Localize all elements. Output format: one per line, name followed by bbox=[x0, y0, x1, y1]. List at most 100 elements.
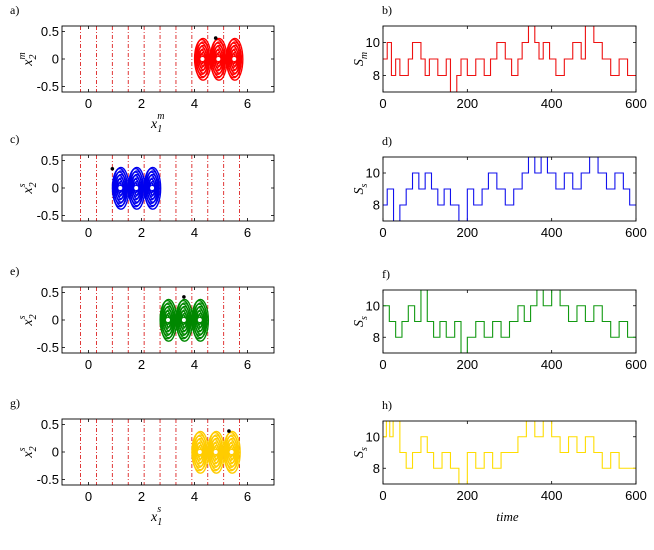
panel-f-xtick-label: 0 bbox=[379, 357, 386, 372]
panel-a-attractor bbox=[209, 37, 228, 81]
panel-g-ytick-label: 0.5 bbox=[41, 417, 59, 432]
panel-h-xtick-label: 200 bbox=[456, 488, 478, 503]
panel-g-letter: g) bbox=[10, 396, 20, 410]
panel-c-xtick-label: 0 bbox=[85, 225, 92, 240]
panel-g-orbit-center bbox=[197, 449, 203, 455]
panel-h-ytick-label: 10 bbox=[366, 429, 380, 444]
panel-e-axes-frame bbox=[61, 286, 275, 354]
panel-c-ylabel: x2s bbox=[17, 182, 39, 194]
panel-c-ytick-label: 0 bbox=[52, 181, 59, 196]
panel-b-xtick-label: 0 bbox=[379, 96, 386, 111]
panel-e-ylabel: x2s bbox=[17, 314, 39, 326]
panel-f-letter: f) bbox=[382, 267, 390, 281]
panel-d-ytick-label: 10 bbox=[366, 166, 380, 181]
panel-d-plot-area bbox=[383, 157, 636, 221]
panel-d-ytick-label: 8 bbox=[373, 198, 380, 213]
panel-d-ylabel-sub: s bbox=[359, 183, 370, 187]
panel-d-ylabel: Ss bbox=[352, 183, 370, 194]
panel-g-orbit-center bbox=[229, 449, 235, 455]
panel-f-ylabel-main: S bbox=[352, 320, 367, 327]
panel-b-ylabel-sub: m bbox=[359, 52, 370, 59]
panel-a-xlabel: x1 m bbox=[150, 111, 164, 135]
panel-h-letter: h) bbox=[382, 398, 392, 412]
panel-g-state-marker bbox=[227, 429, 231, 433]
panel-h-ylabel: Ss bbox=[352, 447, 370, 458]
panel-e-orbit-center bbox=[197, 317, 203, 323]
panel-h-xtick-label: 400 bbox=[541, 488, 563, 503]
panel-c-axes-frame bbox=[61, 154, 275, 222]
panel-b-ytick-label: 8 bbox=[373, 68, 380, 83]
panel-a-xtick-label: 6 bbox=[244, 96, 251, 111]
panel-g-xlabel-sup: s bbox=[157, 504, 161, 515]
panel-g-xtick-label: 2 bbox=[138, 489, 145, 504]
panel-h-plot-area bbox=[383, 421, 636, 484]
panel-a-xtick-label: 0 bbox=[85, 96, 92, 111]
panel-h-xlabel: time bbox=[496, 509, 519, 524]
panel-e-orbit-ring bbox=[191, 298, 210, 342]
panel-e-attractor bbox=[191, 298, 210, 342]
panel-c-ytick-label: 0.5 bbox=[41, 153, 59, 168]
panel-a-plot-area bbox=[80, 26, 244, 92]
panel-a-axes-frame bbox=[61, 25, 275, 93]
panel-c-ylabel-sub: 2 bbox=[28, 182, 39, 187]
panel-g-xlabel-main: x bbox=[150, 510, 158, 525]
panel-d-xtick-label: 0 bbox=[379, 225, 386, 240]
panel-a-attractor bbox=[193, 37, 212, 81]
panel-a-ytick-label: 0.5 bbox=[41, 24, 59, 39]
panel-e-xtick-label: 4 bbox=[191, 357, 198, 372]
panel-d-letter: d) bbox=[382, 134, 392, 148]
panel-b-ylabel-main: S bbox=[352, 59, 367, 66]
panel-a-xlabel-main: x bbox=[150, 117, 158, 132]
panel-e-ytick-label: -0.5 bbox=[37, 340, 59, 355]
panel-c-attractor bbox=[143, 166, 162, 210]
panel-e-orbit-center bbox=[181, 317, 187, 323]
panel-g-attractor bbox=[207, 430, 225, 474]
panel-b-ytick-label: 10 bbox=[366, 35, 380, 50]
panel-a-ylabel-main: x bbox=[21, 59, 36, 67]
panel-f-ytick-label: 8 bbox=[373, 330, 380, 345]
panel-g-plot-area bbox=[80, 419, 241, 485]
panel-g-ylabel: x2s bbox=[17, 446, 39, 458]
panel-a-ylabel-sub: 2 bbox=[28, 55, 39, 60]
panel-e-xtick-label: 0 bbox=[85, 357, 92, 372]
panel-c-orbit-center bbox=[133, 185, 139, 191]
panel-d-xtick-label: 200 bbox=[456, 225, 478, 240]
panel-f-ytick-label: 10 bbox=[366, 298, 380, 313]
panel-f-axes-frame bbox=[382, 289, 637, 354]
panel-f-xtick-label: 400 bbox=[541, 357, 563, 372]
panel-d-xtick-label: 400 bbox=[541, 225, 563, 240]
panel-c-orbit-center bbox=[149, 185, 155, 191]
panel-c-orbit-center bbox=[117, 185, 123, 191]
panel-a-ytick-label: 0 bbox=[52, 52, 59, 67]
panel-b-xtick-label: 400 bbox=[541, 96, 563, 111]
panel-a-xtick-label: 2 bbox=[138, 96, 145, 111]
panel-e-attractor bbox=[159, 298, 178, 342]
panel-h-ylabel-sub: s bbox=[359, 447, 370, 451]
panel-a-orbit-center bbox=[199, 56, 206, 62]
panel-c-ylabel-main: x bbox=[21, 187, 36, 195]
panel-a-attractor bbox=[225, 37, 244, 81]
panel-c-state-marker bbox=[110, 166, 115, 171]
panel-h-xtick-label: 0 bbox=[379, 488, 386, 503]
panel-f-ylabel: Ss bbox=[352, 316, 370, 327]
panel-g-xlabel: x1 s bbox=[150, 504, 162, 528]
panel-g-ylabel-sup: s bbox=[17, 447, 28, 451]
panel-h-xtick-label: 600 bbox=[625, 488, 647, 503]
panel-b-plot-area bbox=[383, 26, 636, 92]
panel-e-ytick-label: 0.5 bbox=[41, 285, 59, 300]
panel-f-ylabel-sub: s bbox=[359, 316, 370, 320]
panel-g-orbit-center bbox=[213, 449, 219, 455]
panel-g-xtick-label: 6 bbox=[244, 489, 251, 504]
panel-e-attractor bbox=[175, 298, 194, 342]
panel-h-ylabel-main: S bbox=[352, 451, 367, 458]
panel-c-ylabel-sup: s bbox=[17, 183, 28, 187]
panel-c-plot-area bbox=[80, 155, 241, 221]
panel-g-attractor bbox=[223, 430, 241, 474]
panel-g-xlabel-sub: 1 bbox=[157, 517, 162, 528]
panel-g-ylabel-main: x bbox=[21, 451, 36, 459]
panel-a-orbit-center bbox=[231, 56, 237, 62]
panel-g-xtick-label: 0 bbox=[85, 489, 92, 504]
panel-a-orbit-center bbox=[215, 56, 221, 62]
